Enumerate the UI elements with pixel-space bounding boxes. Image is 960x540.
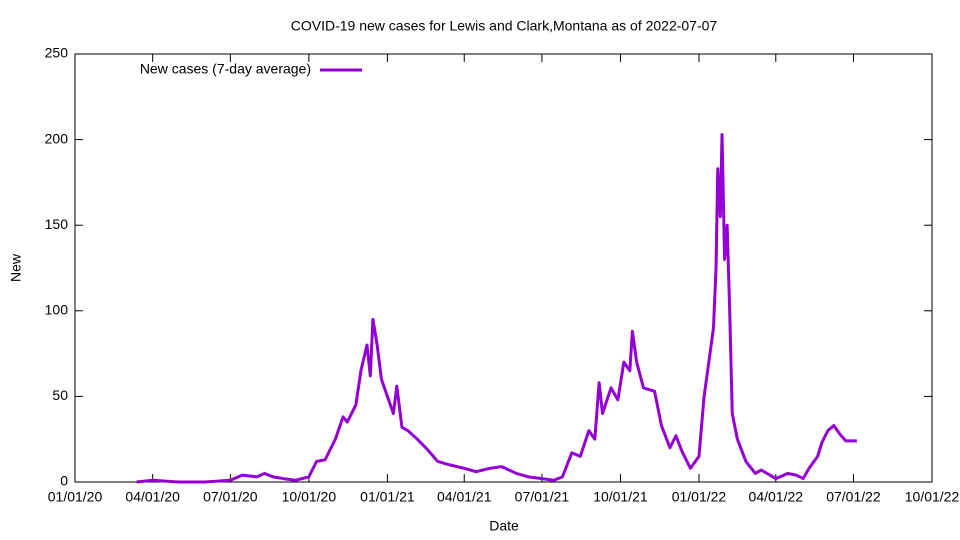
x-tick-label: 01/01/22	[672, 489, 727, 505]
plot-border	[74, 53, 933, 483]
x-tick-label: 01/01/21	[360, 489, 415, 505]
y-tick-label: 250	[45, 45, 69, 61]
x-tick-label: 01/01/20	[48, 489, 103, 505]
x-tick-label: 04/01/21	[437, 489, 492, 505]
y-tick-label: 150	[45, 216, 69, 232]
x-tick-label: 04/01/22	[749, 489, 804, 505]
y-tick-label: 200	[45, 130, 69, 146]
data-line	[136, 132, 857, 484]
y-axis-label: New	[8, 253, 24, 282]
x-axis-label: Date	[489, 518, 519, 534]
chart-title: COVID-19 new cases for Lewis and Clark,M…	[291, 18, 718, 34]
x-tick-label: 07/01/21	[515, 489, 570, 505]
x-tick-label: 10/01/20	[282, 489, 337, 505]
legend-label: New cases (7-day average)	[140, 61, 311, 77]
x-tick-label: 04/01/20	[125, 489, 180, 505]
x-tick-label: 07/01/22	[826, 489, 881, 505]
x-tick-label: 10/01/21	[593, 489, 648, 505]
x-tick-label: 10/01/22	[905, 489, 960, 505]
x-tick-label: 07/01/20	[203, 489, 258, 505]
y-tick-label: 0	[60, 473, 68, 489]
y-tick-label: 100	[45, 302, 69, 318]
y-tick-label: 50	[52, 387, 68, 403]
